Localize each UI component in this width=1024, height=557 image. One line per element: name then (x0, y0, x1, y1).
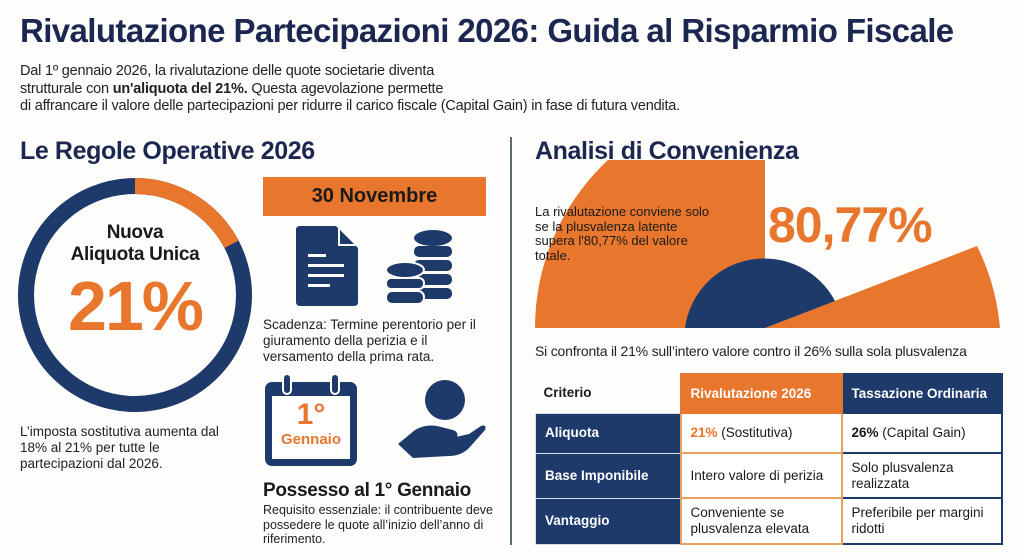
table-row: Base Imponibile Intero valore di perizia… (535, 452, 1003, 499)
calendar-date: 1° Gennaio (263, 400, 359, 450)
table-header-row: Criterio Rivalutazione 2026 Tassazione O… (536, 373, 1003, 414)
section-divider (510, 137, 512, 545)
row-criterion: Base Imponibile (535, 452, 681, 499)
possession-title: Possesso al 1° Gennaio (263, 480, 471, 501)
cell-tassazione: Preferibile per margini ridotti (840, 497, 1003, 545)
intro-line-1: Dal 1º gennaio 2026, la rivalutazione de… (20, 63, 435, 79)
hand-coin-icon (395, 378, 487, 462)
intro-line-2: strutturale con un'aliquota del 21%. Que… (20, 81, 680, 99)
ring-note: L’imposta sostitutiva aumenta dal 18% al… (20, 424, 219, 471)
table-row: Vantaggio Conveniente se plusvalenza ele… (535, 497, 1003, 545)
comparison-note: Si confronta il 21% sull’intero valore c… (535, 343, 967, 359)
cell-tassazione: Solo plusvalenza realizzata (840, 452, 1003, 499)
gauge-description: La rivalutazione conviene solo se la plu… (535, 204, 710, 263)
ring-value: 21% (67, 267, 204, 345)
possession-text: Requisito essenziale: il contribuente de… (263, 503, 493, 546)
ring-label-line-2: Aliquota Unica (70, 244, 200, 265)
calendar-day: 1° (296, 398, 326, 431)
donut-ring-icon (18, 178, 252, 412)
table-row: Aliquota 21% (Sostitutiva) 26% (Capital … (535, 412, 1003, 454)
page-title: Rivalutazione Partecipazioni 2026: Guida… (20, 12, 954, 49)
rate-ring-chart (17, 175, 253, 415)
row-criterion: Vantaggio (535, 497, 681, 545)
rate-highlight: 26% (851, 425, 879, 440)
header-rivalutazione: Rivalutazione 2026 (679, 373, 843, 414)
cell-rivalutazione: 21% (Sostitutiva) (679, 412, 843, 454)
deadline-banner: 30 Novembre (263, 177, 486, 216)
calendar-icon (263, 372, 359, 468)
coins-icon (385, 228, 455, 306)
cell-text: (Sostitutiva) (717, 425, 793, 440)
document-icon (296, 226, 358, 306)
cell-tassazione: 26% (Capital Gain) (840, 412, 1003, 454)
header-criterio: Criterio (543, 385, 592, 401)
cell-rivalutazione: Intero valore di perizia (679, 452, 843, 499)
gauge-value: 80,77% (768, 197, 933, 253)
section-heading-rules: Le Regole Operative 2026 (20, 137, 315, 165)
intro-highlight: un'aliquota del 21%. (112, 80, 248, 97)
header-tassazione: Tassazione Ordinaria (840, 373, 1003, 414)
cell-text: (Capital Gain) (878, 425, 966, 440)
deadline-text: Scadenza: Termine perentorio per il giur… (263, 317, 476, 364)
ring-label-line-1: Nuova (106, 222, 164, 243)
row-criterion: Aliquota (535, 412, 681, 454)
intro-text: strutturale con (20, 80, 113, 97)
intro-line-3: di affrancare il valore delle partecipaz… (20, 98, 680, 114)
intro-paragraph: Dal 1º gennaio 2026, la rivalutazione de… (20, 63, 680, 116)
intro-text: Questa agevolazione permette (247, 80, 444, 97)
ring-center-text: Nuova Aliquota Unica 21% (17, 222, 253, 346)
calendar-month: Gennaio (280, 431, 341, 448)
rate-highlight: 21% (690, 425, 718, 440)
cell-rivalutazione: Conveniente se plusvalenza elevata (679, 497, 843, 545)
comparison-table: Criterio Rivalutazione 2026 Tassazione O… (535, 373, 1003, 545)
